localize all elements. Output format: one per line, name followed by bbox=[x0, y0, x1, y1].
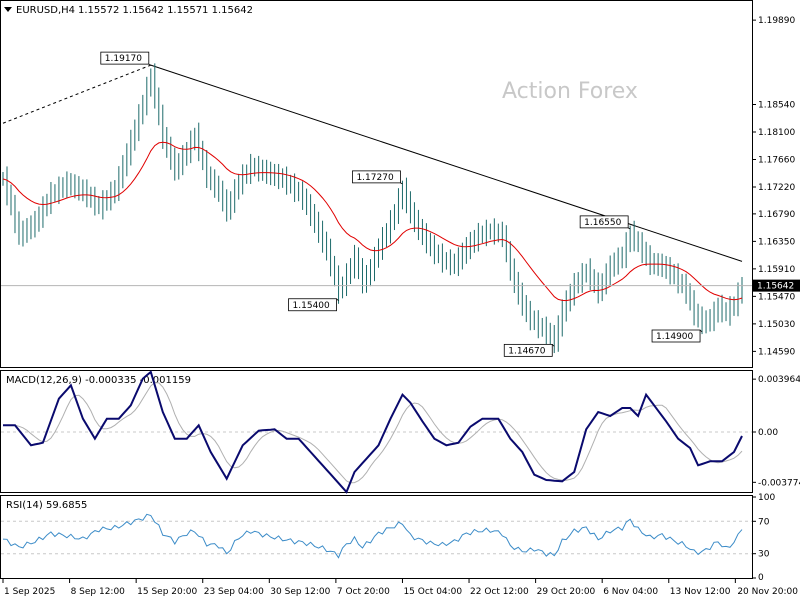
annotation-label: 1.17270 bbox=[356, 173, 393, 183]
ohlc-readout: 1.15572 1.15642 1.15571 1.15642 bbox=[78, 5, 253, 16]
rsi-tick-label: 30 bbox=[758, 550, 770, 560]
trendline-1 bbox=[2, 64, 151, 124]
macd-main-line bbox=[3, 370, 743, 494]
annotation-label: 1.16550 bbox=[584, 218, 621, 228]
watermark: Action Forex bbox=[502, 79, 638, 104]
moving-average-line bbox=[2, 141, 743, 302]
price-annotation: 1.19170 bbox=[100, 51, 151, 66]
time-tick-label: 13 Nov 12:00 bbox=[670, 587, 731, 597]
current-price-label: 1.15642 bbox=[757, 282, 794, 292]
trendlines[interactable] bbox=[2, 64, 743, 262]
time-tick-label: 15 Oct 04:00 bbox=[403, 587, 462, 597]
current-price-tag: 1.15642 bbox=[753, 279, 800, 292]
trendline-2 bbox=[150, 64, 743, 262]
price-tick-label: 1.17660 bbox=[758, 156, 795, 166]
time-tick-label: 23 Sep 04:00 bbox=[204, 587, 264, 597]
rsi-tick-label: 100 bbox=[758, 493, 775, 503]
annotation-label: 1.19170 bbox=[105, 54, 142, 64]
price-tick-label: 1.16350 bbox=[758, 237, 795, 247]
macd-title: MACD(12,26,9) -0.000335 -0.001159 bbox=[6, 375, 191, 386]
price-annotation: 1.15400 bbox=[288, 298, 339, 312]
rsi-panel bbox=[0, 495, 753, 579]
price-tick-label: 1.14590 bbox=[758, 347, 795, 357]
macd-tick-label: 0.00 bbox=[758, 428, 778, 438]
rsi-axis: 100 70 30 0 bbox=[752, 493, 775, 583]
price-tick-label: 1.18540 bbox=[758, 101, 795, 111]
time-tick-label: 8 Sep 12:00 bbox=[71, 587, 126, 597]
annotation-label: 1.14900 bbox=[656, 332, 693, 342]
time-tick-label: 1 Sep 2025 bbox=[4, 587, 55, 597]
symbol-dropdown-icon[interactable] bbox=[4, 7, 12, 12]
price-annotations: 1.19170 1.17270 1.16550 1.15400 1.14670 1.149… bbox=[100, 51, 703, 357]
time-tick-label: 20 Nov 20:00 bbox=[737, 587, 798, 597]
time-tick-label: 22 Oct 12:00 bbox=[470, 587, 529, 597]
price-tick-label: 1.18100 bbox=[758, 128, 795, 138]
price-tick-label: 1.16790 bbox=[758, 210, 795, 220]
rsi-line bbox=[2, 513, 743, 559]
time-axis: 1 Sep 2025 8 Sep 12:00 15 Sep 20:00 23 Sep … bbox=[2, 579, 798, 597]
price-annotation: 1.14900 bbox=[651, 329, 703, 343]
price-annotation: 1.16550 bbox=[579, 215, 631, 230]
price-annotation: 1.14670 bbox=[503, 343, 555, 357]
symbol-label: EURUSD,H4 bbox=[16, 5, 75, 16]
price-tick-label: 1.17220 bbox=[758, 183, 795, 193]
macd-tick-label: 0.003964 bbox=[758, 375, 800, 385]
price-annotation: 1.17270 bbox=[352, 170, 403, 185]
price-tick-label: 1.15910 bbox=[758, 265, 795, 275]
annotation-label: 1.14670 bbox=[508, 346, 545, 356]
time-tick-label: 6 Nov 04:00 bbox=[603, 587, 658, 597]
price-tick-label: 1.19890 bbox=[758, 16, 795, 26]
time-tick-label: 30 Sep 12:00 bbox=[270, 587, 330, 597]
price-tick-label: 1.15470 bbox=[758, 292, 795, 302]
macd-tick-label: -0.003774 bbox=[758, 478, 800, 488]
candles bbox=[2, 63, 743, 354]
time-tick-label: 29 Oct 20:00 bbox=[537, 587, 596, 597]
rsi-title: RSI(14) 59.6855 bbox=[6, 500, 87, 511]
rsi-tick-label: 0 bbox=[758, 573, 764, 583]
time-tick-label: 15 Sep 20:00 bbox=[137, 587, 197, 597]
rsi-tick-label: 70 bbox=[758, 517, 770, 527]
macd-signal-line bbox=[3, 382, 743, 484]
price-tick-label: 1.15030 bbox=[758, 320, 795, 330]
macd-axis: 0.003964 0.00 -0.003774 bbox=[752, 375, 800, 488]
annotation-label: 1.15400 bbox=[293, 301, 330, 311]
price-axis: 1.19890 1.18540 1.18100 1.17660 1.17220 1.167… bbox=[752, 16, 795, 357]
time-tick-label: 7 Oct 20:00 bbox=[337, 587, 390, 597]
